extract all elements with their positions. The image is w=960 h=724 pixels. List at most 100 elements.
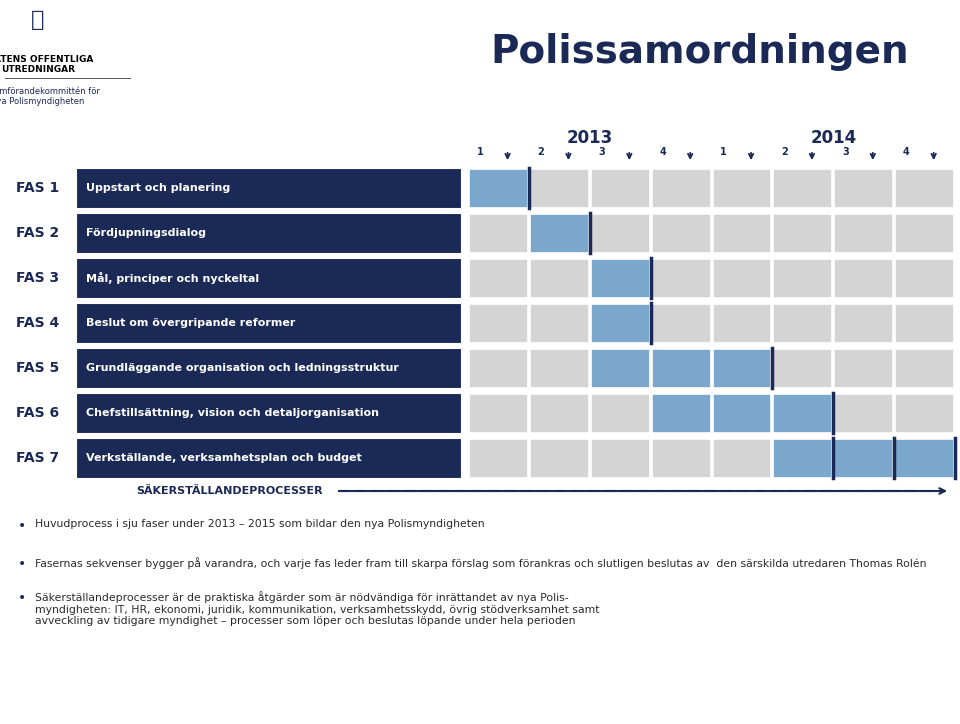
- Text: FAS 5: FAS 5: [16, 361, 60, 375]
- Bar: [469, 214, 528, 253]
- Text: Beslut om övergripande reformer: Beslut om övergripande reformer: [86, 318, 296, 328]
- Bar: [652, 259, 710, 298]
- Text: •: •: [18, 519, 26, 533]
- Bar: [834, 304, 893, 343]
- Text: SÄKERSTÄLLANDEPROCESSER: SÄKERSTÄLLANDEPROCESSER: [136, 486, 324, 496]
- Text: Genomförandekommittén för: Genomförandekommittén för: [0, 86, 100, 96]
- Bar: [652, 439, 710, 478]
- Bar: [652, 394, 710, 433]
- Text: FAS 2: FAS 2: [16, 226, 60, 240]
- Bar: [530, 214, 588, 253]
- Text: 3: 3: [598, 147, 606, 157]
- Bar: [712, 349, 772, 388]
- Bar: [712, 394, 772, 433]
- Text: 2014: 2014: [810, 129, 856, 147]
- Bar: [469, 259, 528, 298]
- Bar: [712, 394, 772, 433]
- Bar: [712, 349, 772, 388]
- Bar: [895, 439, 954, 478]
- Bar: [590, 349, 650, 388]
- Text: Polissamordningen: Polissamordningen: [491, 33, 909, 71]
- Bar: [895, 394, 954, 433]
- Bar: [834, 169, 893, 208]
- Text: Mål, principer och nyckeltal: Mål, principer och nyckeltal: [86, 272, 259, 284]
- Bar: [895, 214, 954, 253]
- Text: 2013: 2013: [566, 129, 612, 147]
- Text: 4: 4: [660, 147, 666, 157]
- Bar: [712, 439, 772, 478]
- Bar: [834, 439, 893, 478]
- Bar: [774, 439, 832, 478]
- Bar: [530, 394, 588, 433]
- Bar: [76, 348, 461, 388]
- Bar: [590, 169, 650, 208]
- Bar: [530, 214, 588, 253]
- Bar: [590, 259, 650, 298]
- Bar: [652, 349, 710, 388]
- Text: •: •: [18, 591, 26, 605]
- Text: Säkerställandeprocesser är de praktiska åtgärder som är nödvändiga för inrättand: Säkerställandeprocesser är de praktiska …: [35, 591, 599, 626]
- Bar: [469, 304, 528, 343]
- Bar: [774, 259, 832, 298]
- Bar: [76, 393, 461, 433]
- Bar: [834, 259, 893, 298]
- Bar: [712, 304, 772, 343]
- Bar: [774, 214, 832, 253]
- Bar: [774, 349, 832, 388]
- Bar: [834, 439, 893, 478]
- Bar: [469, 169, 528, 208]
- Bar: [590, 394, 650, 433]
- Bar: [652, 394, 710, 433]
- Bar: [76, 168, 461, 208]
- Bar: [530, 349, 588, 388]
- Bar: [590, 304, 650, 343]
- Bar: [834, 214, 893, 253]
- Text: Fördjupningsdialog: Fördjupningsdialog: [86, 228, 206, 238]
- Bar: [590, 214, 650, 253]
- Bar: [712, 169, 772, 208]
- Bar: [895, 439, 954, 478]
- Text: 2: 2: [781, 147, 788, 157]
- Text: 1: 1: [477, 147, 484, 157]
- Text: Verkställande, verksamhetsplan och budget: Verkställande, verksamhetsplan och budge…: [86, 453, 362, 463]
- Text: 3: 3: [842, 147, 849, 157]
- Text: •: •: [18, 557, 26, 571]
- Text: Chefstillsättning, vision och detaljorganisation: Chefstillsättning, vision och detaljorga…: [86, 408, 379, 418]
- Bar: [590, 349, 650, 388]
- Bar: [774, 394, 832, 433]
- Bar: [895, 304, 954, 343]
- Text: FAS 1: FAS 1: [16, 181, 60, 195]
- Bar: [530, 259, 588, 298]
- Text: 1: 1: [720, 147, 727, 157]
- Text: FAS 3: FAS 3: [16, 271, 60, 285]
- Text: STATENS OFFENTLIGA: STATENS OFFENTLIGA: [0, 56, 94, 64]
- Bar: [774, 439, 832, 478]
- Text: Huvudprocess i sju faser under 2013 – 2015 som bildar den nya Polismyndigheten: Huvudprocess i sju faser under 2013 – 20…: [35, 519, 485, 529]
- Bar: [712, 259, 772, 298]
- Text: FAS 4: FAS 4: [16, 316, 60, 330]
- Bar: [895, 349, 954, 388]
- Bar: [530, 304, 588, 343]
- Text: Grundläggande organisation och ledningsstruktur: Grundläggande organisation och ledningss…: [86, 363, 398, 373]
- Bar: [712, 214, 772, 253]
- Bar: [469, 349, 528, 388]
- Bar: [834, 394, 893, 433]
- Text: Fasernas sekvenser bygger på varandra, och varje fas leder fram till skarpa förs: Fasernas sekvenser bygger på varandra, o…: [35, 557, 926, 569]
- Bar: [774, 394, 832, 433]
- Text: FAS 6: FAS 6: [16, 406, 60, 420]
- Text: Uppstart och planering: Uppstart och planering: [86, 183, 230, 193]
- Bar: [652, 304, 710, 343]
- Text: nya Polismyndigheten: nya Polismyndigheten: [0, 96, 84, 106]
- Bar: [652, 214, 710, 253]
- Text: FAS 7: FAS 7: [16, 451, 60, 465]
- Bar: [530, 169, 588, 208]
- Bar: [590, 304, 650, 343]
- Text: 2: 2: [538, 147, 544, 157]
- Bar: [834, 349, 893, 388]
- Text: 🛡: 🛡: [32, 10, 45, 30]
- Text: 4: 4: [903, 147, 910, 157]
- Bar: [652, 349, 710, 388]
- Bar: [76, 438, 461, 478]
- Bar: [76, 303, 461, 343]
- Bar: [895, 169, 954, 208]
